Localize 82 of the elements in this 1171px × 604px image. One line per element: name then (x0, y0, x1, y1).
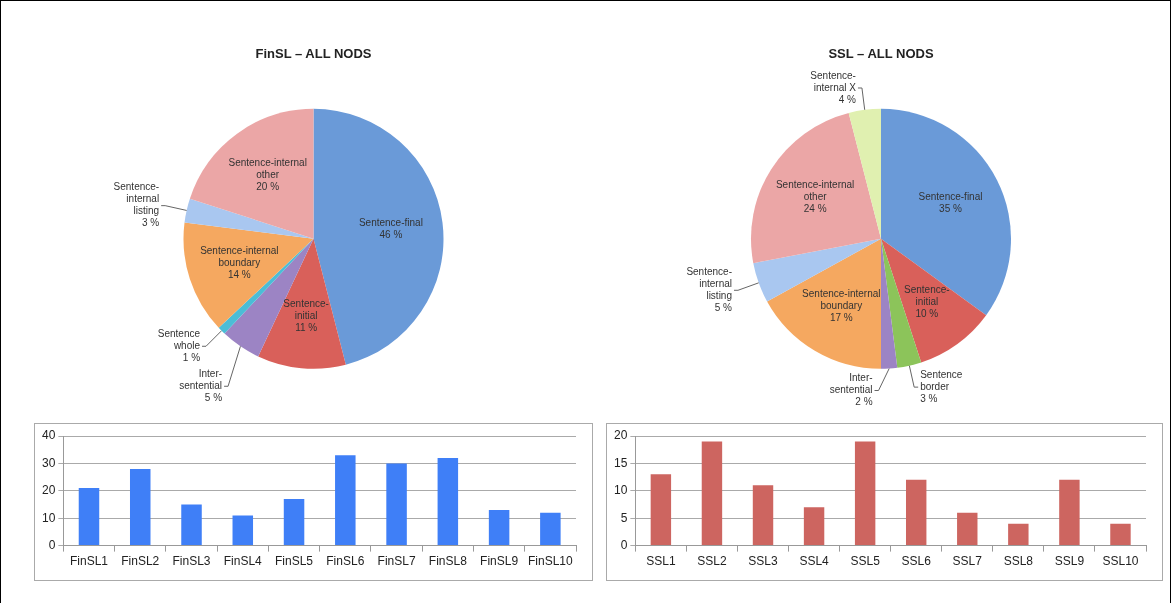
x-tick-label: FinSL3 (172, 554, 211, 569)
x-tick-label: FinSL4 (223, 554, 263, 569)
bar (129, 468, 151, 546)
x-tick-label: SSL2 (697, 554, 727, 569)
data-label: 1 % (182, 352, 201, 364)
data-label: 24 % (803, 202, 827, 214)
x-tick-label: SSL10 (1102, 554, 1139, 569)
data-label: 10 % (915, 307, 939, 319)
bar (701, 441, 723, 546)
bar (335, 455, 356, 546)
data-label: 4 % (838, 93, 857, 105)
y-tick-label: 40 (41, 428, 56, 443)
slice-label: Sentence-internal boundary (200, 244, 279, 268)
y-tick-label: 0 (48, 537, 56, 552)
data-label: 20 % (256, 181, 280, 193)
x-tick-label: SSL6 (901, 554, 932, 569)
data-label: 35 % (939, 203, 962, 215)
x-tick-label: FinSL8 (428, 554, 468, 569)
bar (650, 474, 672, 546)
bar (957, 512, 978, 546)
bar (78, 488, 100, 546)
y-tick-label: 20 (613, 428, 628, 443)
data-label: 17 % (829, 311, 853, 323)
bar (752, 485, 774, 546)
x-tick-label: FinSL7 (377, 554, 416, 569)
x-tick-label: SSL4 (799, 554, 830, 569)
data-label: 3 % (920, 392, 938, 404)
x-tick-label: SSL9 (1054, 554, 1085, 569)
x-tick-label: SSL8 (1003, 554, 1034, 569)
x-tick-label: FinSL5 (275, 554, 314, 569)
x-tick-label: FinSL9 (480, 554, 519, 569)
x-tick-label: SSL7 (952, 554, 983, 569)
slice-label: Sentence-internal boundary (802, 287, 881, 311)
y-tick-label: 0 (620, 537, 628, 552)
chart-title: SSL – ALL NODS (828, 46, 934, 62)
slice-label: Sentence border (920, 368, 963, 392)
slice-label: Sentence-initial (904, 283, 950, 307)
slice-label: Sentence whole (157, 328, 201, 352)
slice-label: Sentence-internal listing (686, 266, 732, 302)
slice-label: Sentence-internal X (810, 69, 857, 93)
bar (232, 515, 254, 546)
slice-label: Sentence-final (358, 216, 423, 228)
slice-label: Sentence-internal other (775, 178, 855, 202)
bar (1059, 479, 1080, 546)
data-label: 3 % (141, 217, 160, 229)
y-tick-label: 20 (41, 483, 56, 498)
x-tick-label: FinSL10 (528, 554, 574, 569)
chart-title: FinSL – ALL NODS (255, 46, 372, 62)
data-label: 5 % (204, 392, 223, 404)
bar (437, 457, 459, 546)
x-tick-label: SSL3 (748, 554, 779, 569)
bar (540, 512, 561, 546)
slice-label: Inter-sentential (179, 368, 223, 392)
slice-label: Sentence-internal listing (113, 181, 160, 217)
bar (283, 499, 305, 546)
bar (905, 479, 927, 546)
slice-label: Sentence-initial (283, 298, 329, 322)
x-tick-label: FinSL1 (69, 554, 109, 569)
bar (1008, 523, 1029, 546)
data-label: 14 % (227, 268, 251, 280)
x-tick-label: SSL1 (646, 554, 676, 569)
bar (181, 504, 202, 546)
y-tick-label: 5 (620, 510, 628, 525)
bar (854, 441, 876, 546)
y-tick-label: 10 (613, 483, 628, 498)
y-tick-label: 30 (41, 455, 56, 470)
slice-label: Inter-sentential (829, 372, 873, 396)
y-tick-label: 10 (41, 510, 56, 525)
slice-label: Sentence-internal other (228, 157, 307, 181)
x-tick-label: SSL5 (850, 554, 881, 569)
bar (1110, 523, 1131, 546)
y-tick-label: 15 (613, 455, 628, 470)
slice-label: Sentence-final (918, 191, 983, 203)
data-label: 5 % (714, 302, 733, 314)
bar (803, 507, 825, 546)
data-label: 11 % (295, 322, 318, 334)
bar (488, 509, 510, 546)
x-tick-label: FinSL2 (121, 554, 160, 569)
x-tick-label: FinSL6 (326, 554, 365, 569)
data-label: 46 % (379, 228, 403, 240)
bar (386, 463, 407, 546)
data-label: 2 % (855, 396, 873, 408)
